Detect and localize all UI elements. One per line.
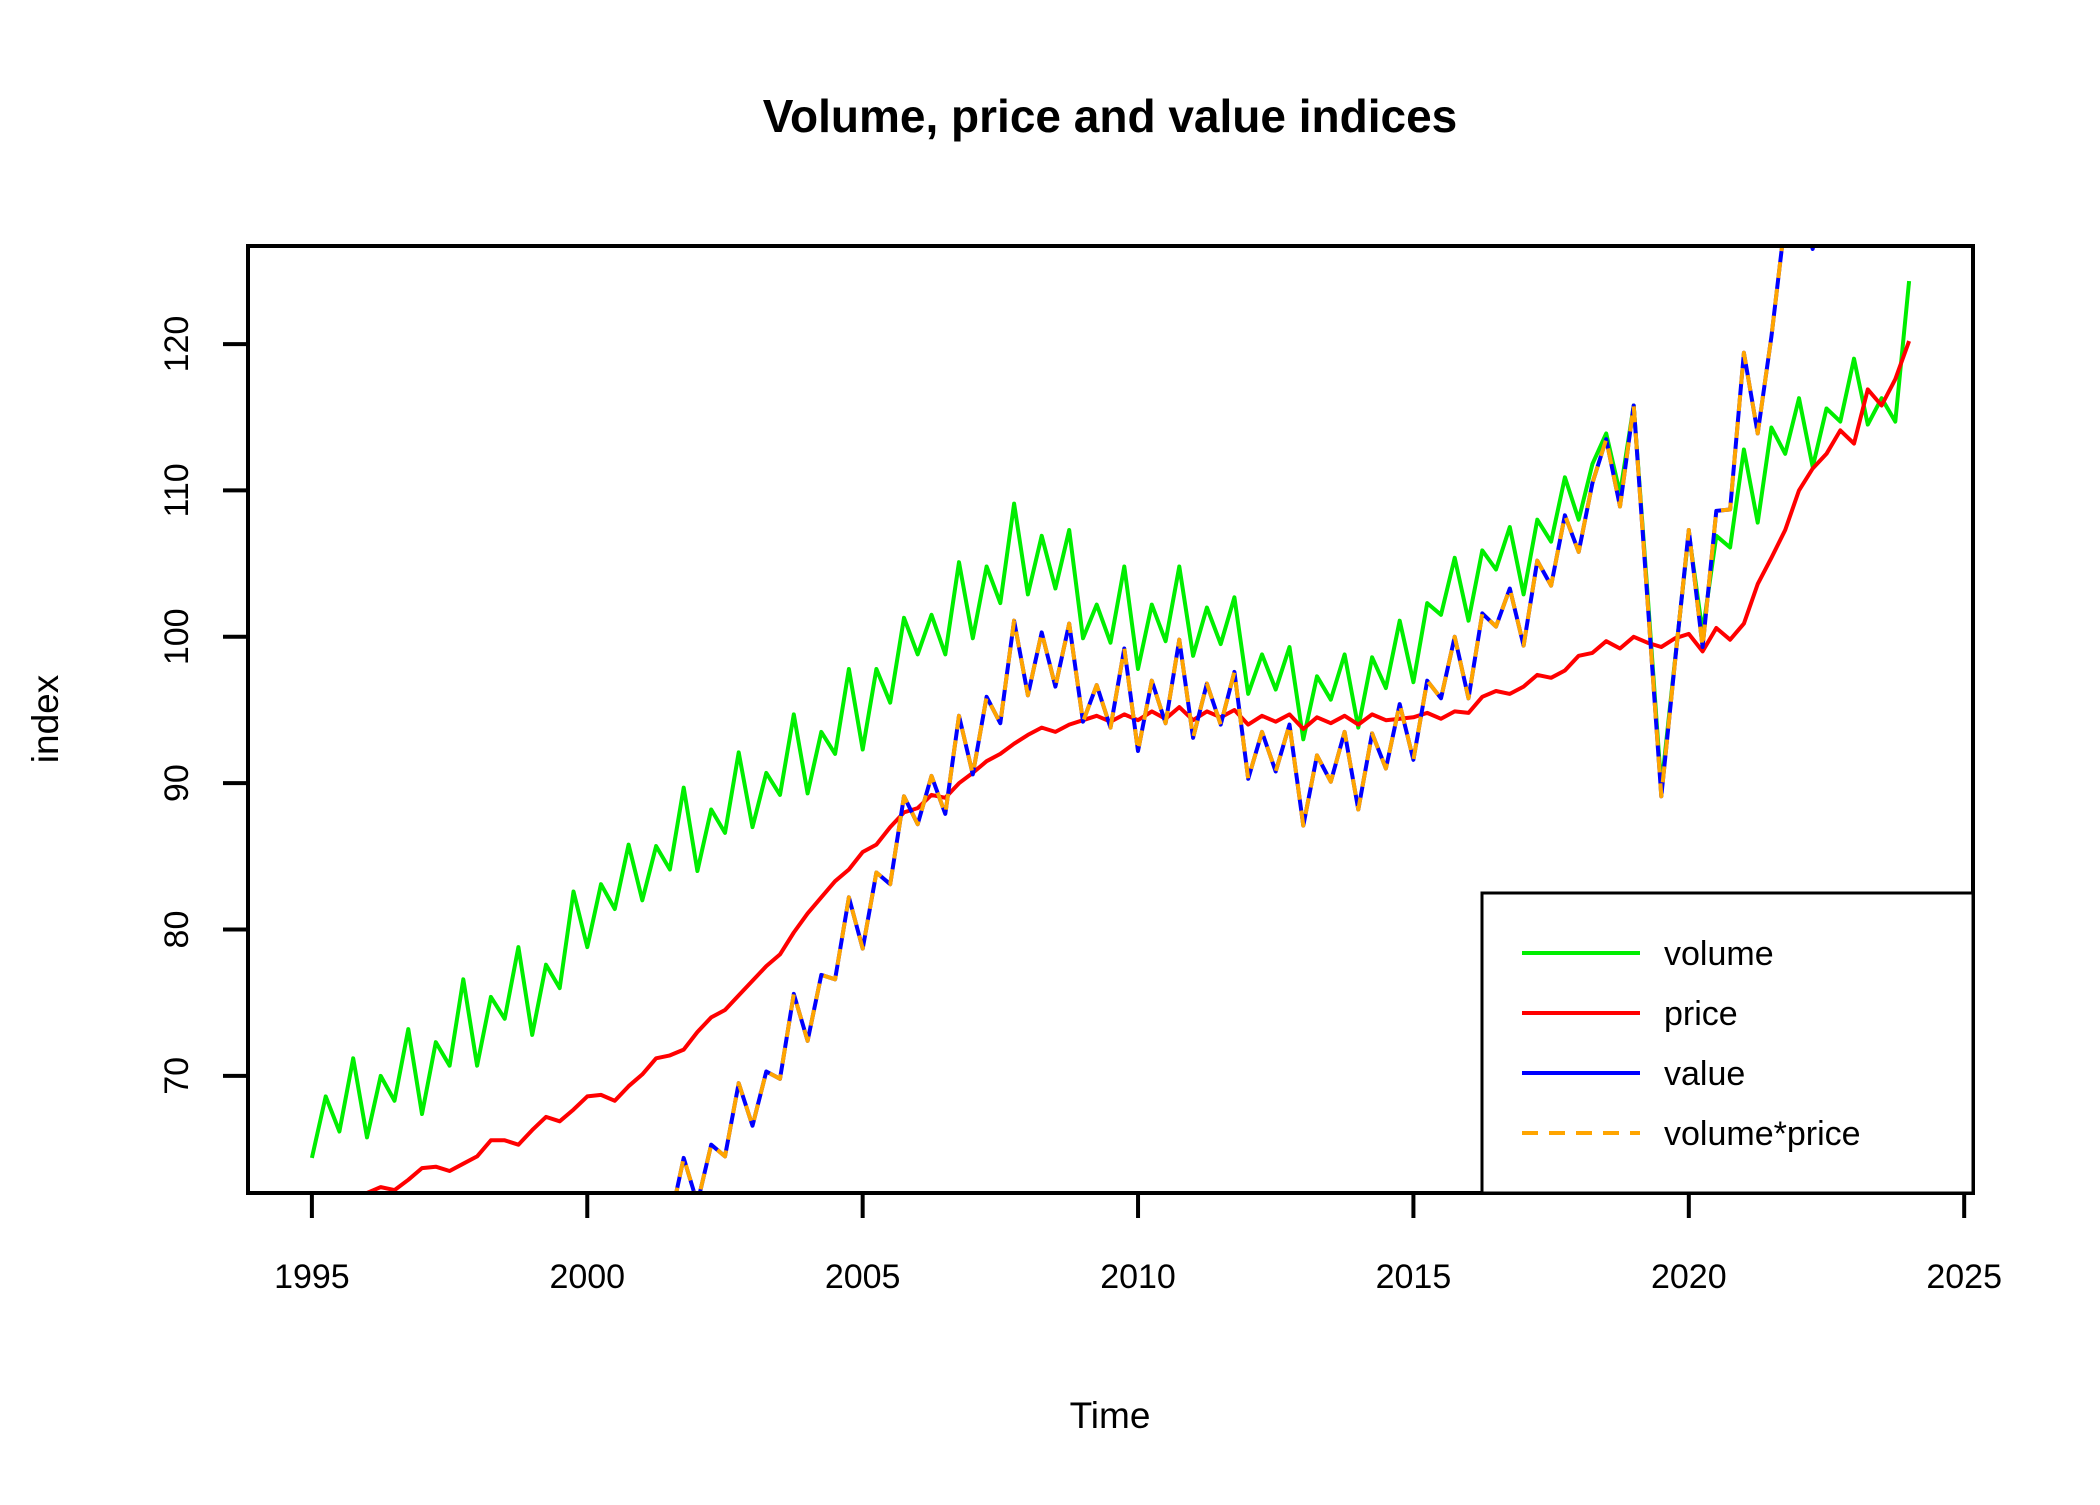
y-tick-label: 90 (158, 764, 196, 802)
y-axis-label: index (25, 674, 66, 763)
y-tick-label: 100 (158, 608, 196, 665)
x-tick-label: 2000 (549, 1258, 625, 1296)
series-line-volume-price (674, 246, 1816, 1193)
y-tick-label: 110 (158, 463, 196, 517)
x-axis-label: Time (1070, 1395, 1151, 1436)
legend: volume price value volume*price (1480, 891, 1975, 1195)
x-tick-label: 2025 (1926, 1258, 2002, 1296)
legend-item-price: price (1522, 995, 1738, 1033)
legend-label: value (1664, 1055, 1745, 1093)
plot-border (246, 244, 1975, 1195)
legend-item-volume: volume (1522, 935, 1774, 973)
x-tick-label: 2010 (1100, 1258, 1176, 1296)
y-tick-label: 80 (158, 911, 196, 949)
legend-label: volume*price (1664, 1115, 1861, 1153)
chart-title: Volume, price and value indices (763, 90, 1458, 142)
axes: 1995 2000 2005 2010 2015 2020 2025 70 80 90 100 110… (158, 316, 2002, 1296)
series-lines (309, 246, 1912, 1193)
y-tick-label: 70 (158, 1057, 196, 1095)
x-tick-label: 1995 (274, 1258, 350, 1296)
legend-item-value: value (1522, 1055, 1745, 1093)
x-tick-label: 2005 (825, 1258, 901, 1296)
legend-label: price (1664, 995, 1738, 1033)
y-tick-label: 120 (158, 316, 196, 373)
legend-item-volume-price: volume*price (1522, 1115, 1861, 1153)
legend-label: volume (1664, 935, 1774, 973)
x-tick-label: 2015 (1376, 1258, 1452, 1296)
legend-box (1480, 891, 1975, 1195)
x-tick-label: 2020 (1651, 1258, 1727, 1296)
